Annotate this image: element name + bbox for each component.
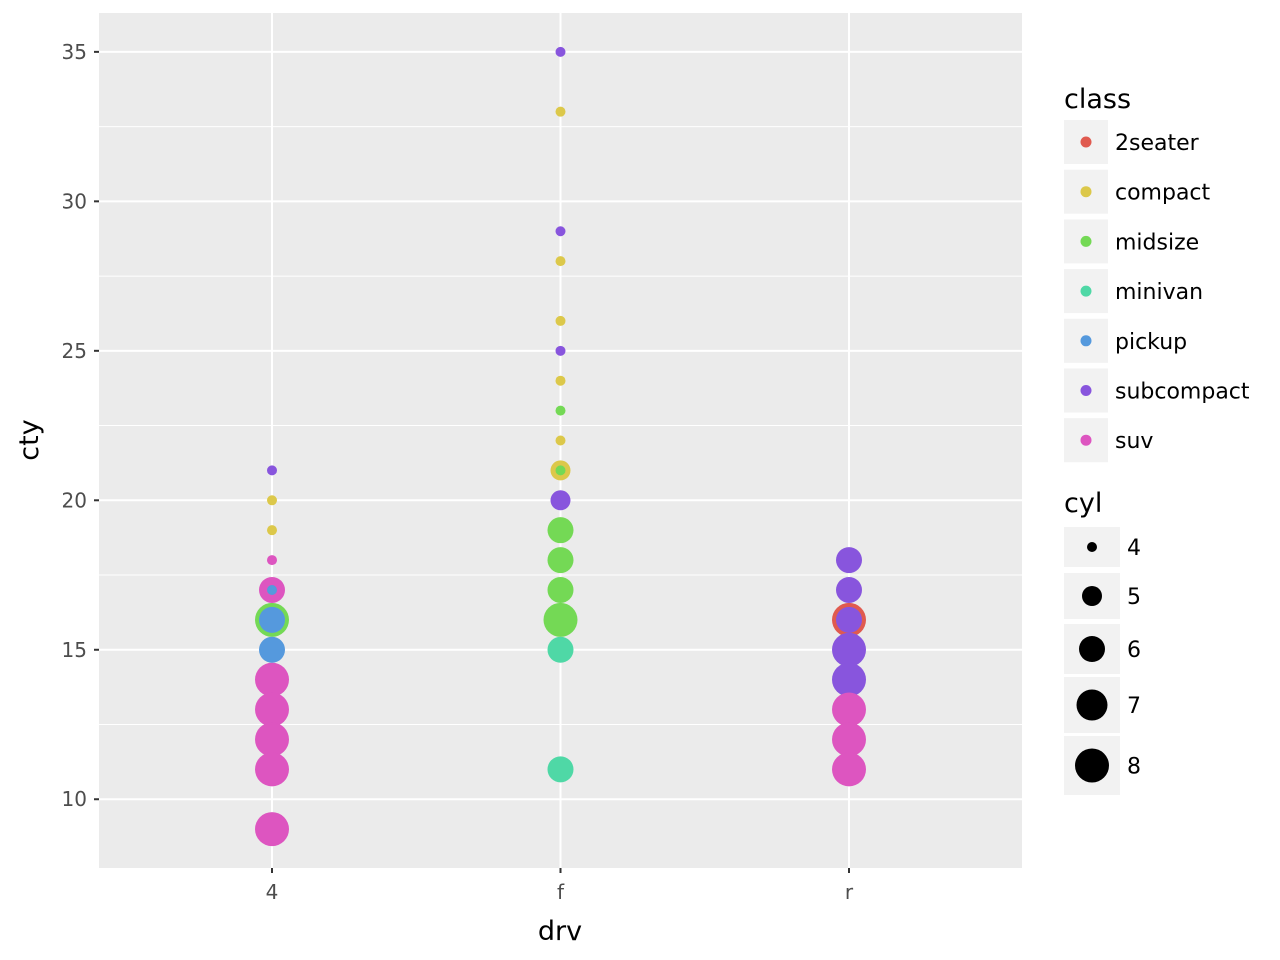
data-point — [832, 722, 866, 757]
legend-label: minivan — [1115, 280, 1203, 305]
data-point — [267, 525, 277, 536]
y-tick-label: 10 — [62, 787, 87, 811]
x-tick-label: r — [845, 880, 854, 904]
data-point — [543, 602, 578, 637]
data-point — [547, 756, 574, 783]
x-axis-title: drv — [538, 916, 582, 947]
data-point — [255, 812, 289, 847]
y-tick-label: 25 — [62, 339, 87, 363]
legend-label: 2seater — [1115, 131, 1200, 156]
y-tick-label: 15 — [62, 638, 87, 662]
legend-swatch — [1080, 186, 1092, 198]
x-tick-label: f — [557, 880, 565, 904]
legend-swatch — [1080, 285, 1092, 297]
cyl-legend: cyl 4 5 6 7 8 — [1064, 488, 1141, 795]
size-legend-swatch — [1075, 748, 1109, 783]
size-legend-label: 7 — [1127, 694, 1141, 719]
data-point — [555, 226, 566, 237]
size-legend-label: 5 — [1127, 585, 1141, 610]
data-point — [255, 752, 289, 787]
data-point — [547, 636, 574, 663]
data-point — [836, 606, 862, 633]
legend-swatch — [1080, 385, 1092, 396]
data-point — [267, 465, 277, 476]
data-point — [255, 722, 289, 757]
data-point — [259, 606, 285, 633]
data-point — [555, 375, 566, 386]
data-point — [555, 256, 566, 267]
data-point — [555, 435, 566, 446]
data-point — [255, 662, 289, 697]
data-point — [555, 46, 566, 57]
legend-swatch — [1080, 235, 1092, 247]
data-point — [547, 576, 574, 603]
legend-label: pickup — [1115, 330, 1187, 355]
data-point — [832, 632, 866, 667]
data-point — [555, 315, 566, 326]
y-tick-label: 20 — [62, 488, 87, 512]
data-point — [555, 465, 566, 476]
legend-swatch — [1080, 335, 1092, 347]
class-legend-title: class — [1064, 84, 1131, 115]
data-point — [836, 576, 862, 603]
size-legend-swatch — [1076, 689, 1108, 721]
data-point — [555, 106, 566, 117]
data-points — [255, 46, 866, 847]
x-tick-label: 4 — [266, 880, 279, 904]
data-point — [555, 345, 566, 356]
size-legend-label: 6 — [1127, 638, 1141, 663]
size-legend-label: 8 — [1127, 755, 1141, 780]
data-point — [550, 490, 571, 511]
data-point — [555, 405, 566, 416]
data-point — [267, 555, 277, 566]
axis-ticks: 10 15 20 25 30 35 4 f r — [62, 40, 854, 904]
data-point — [836, 547, 862, 574]
class-legend: class 2seater compact midsize minivan pickup… — [1064, 84, 1250, 463]
data-point — [259, 636, 285, 663]
data-point — [267, 495, 277, 506]
y-tick-label: 35 — [62, 40, 87, 64]
legend-swatch — [1080, 136, 1092, 148]
legend-label: subcompact — [1115, 380, 1250, 405]
data-point — [547, 547, 574, 574]
size-legend-swatch — [1082, 586, 1102, 606]
legend-label: suv — [1115, 429, 1153, 454]
data-point — [547, 517, 574, 544]
size-legend-swatch — [1087, 542, 1097, 552]
data-point — [255, 692, 289, 727]
y-tick-label: 30 — [62, 189, 87, 213]
data-point — [267, 584, 277, 595]
y-axis-title: cty — [14, 419, 45, 460]
size-legend-label: 4 — [1127, 536, 1141, 561]
data-point — [832, 752, 866, 787]
data-point — [832, 692, 866, 727]
legend-swatch — [1080, 434, 1092, 446]
legend-label: midsize — [1115, 230, 1199, 255]
size-legend-swatch — [1079, 636, 1105, 662]
legend-label: compact — [1115, 181, 1211, 206]
data-point — [832, 662, 866, 697]
cyl-legend-title: cyl — [1064, 488, 1102, 519]
